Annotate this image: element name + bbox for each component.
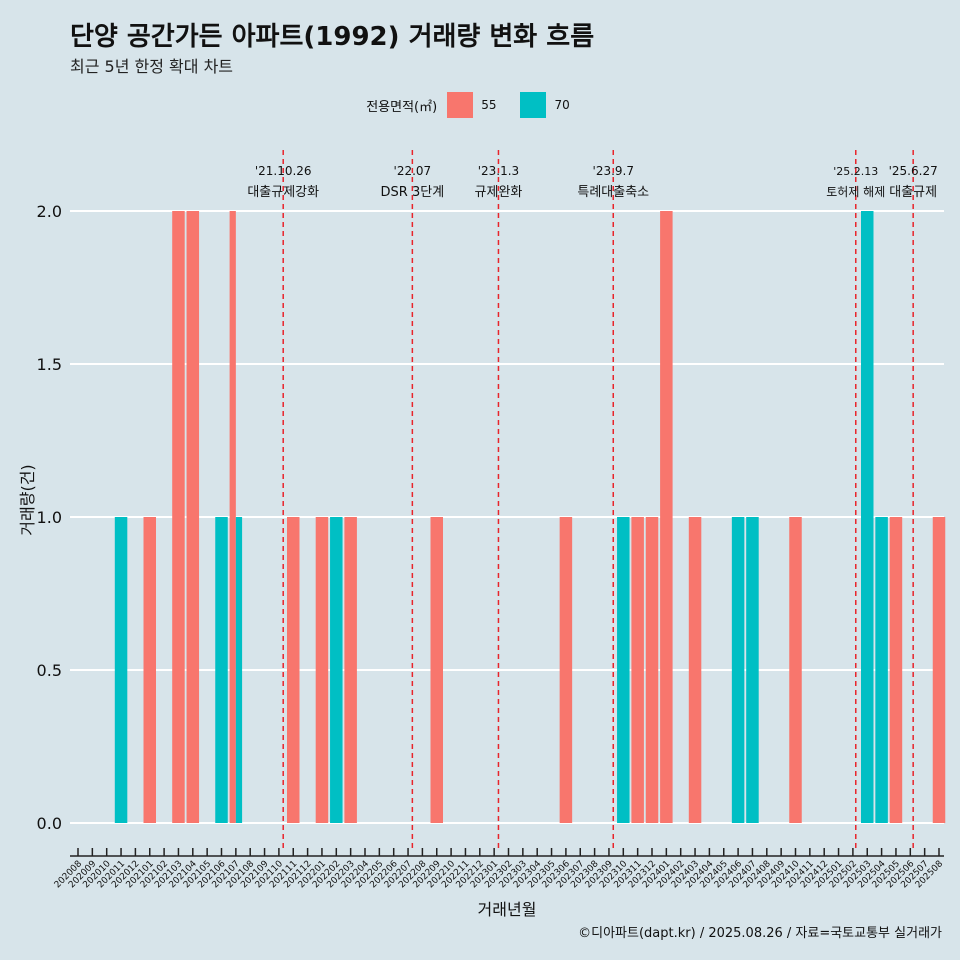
bar-202312-55 bbox=[645, 517, 659, 823]
bar-202106-70 bbox=[215, 517, 228, 823]
event-date: '25.6.27 bbox=[889, 164, 938, 178]
chart-title: 단양 공간가든 아파트(1992) 거래량 변화 흐름 bbox=[70, 22, 595, 52]
bar-202410-55 bbox=[789, 517, 802, 823]
y-tick-label: 1.0 bbox=[37, 508, 62, 527]
legend-title: 전용면적(㎡) bbox=[366, 99, 438, 115]
legend-key-70 bbox=[520, 92, 547, 118]
bar-202503-70 bbox=[861, 211, 874, 823]
bar-202203-55 bbox=[344, 517, 357, 823]
x-axis-title: 거래년월 bbox=[478, 900, 537, 919]
bar-202508-55 bbox=[932, 517, 946, 823]
event-date: '23.1.3 bbox=[478, 164, 519, 178]
event-label: 대출규제강화 bbox=[247, 185, 319, 200]
bar-202504-70 bbox=[875, 517, 888, 823]
y-axis-title: 거래량(건) bbox=[18, 464, 37, 535]
bar-202107-55 bbox=[229, 211, 236, 823]
legend-label-55: 55 bbox=[481, 98, 497, 112]
y-tick-label: 1.5 bbox=[37, 355, 62, 374]
bar-202407-70 bbox=[746, 517, 759, 823]
y-tick-label: 0.0 bbox=[37, 814, 62, 833]
event-date: '21.10.26 bbox=[255, 164, 312, 178]
bar-202103-55 bbox=[172, 211, 185, 823]
bar-202406-70 bbox=[731, 517, 745, 823]
legend-label-70: 70 bbox=[554, 98, 570, 112]
bar-202209-55 bbox=[430, 517, 443, 823]
event-date: '25.2.13 bbox=[833, 165, 878, 178]
event-label: 토허제 해제 bbox=[826, 185, 885, 199]
caption: ©디아파트(dapt.kr) / 2025.08.26 / 자료=국토교통부 실… bbox=[578, 926, 942, 941]
event-label: 규제완화 bbox=[475, 185, 523, 200]
bar-202310-70 bbox=[617, 517, 630, 823]
bar-202104-55 bbox=[186, 211, 200, 823]
bar-202011-70 bbox=[114, 517, 128, 823]
y-tick-label: 0.5 bbox=[37, 661, 62, 680]
bar-202202-70 bbox=[330, 517, 343, 823]
bar-202306-55 bbox=[559, 517, 573, 823]
event-label: DSR 3단계 bbox=[381, 185, 445, 200]
chart-subtitle: 최근 5년 한정 확대 차트 bbox=[70, 57, 234, 76]
bar-202201-55 bbox=[315, 517, 329, 823]
bar-202401-55 bbox=[660, 211, 673, 823]
bar-202111-55 bbox=[287, 517, 300, 823]
bar-202107-70 bbox=[235, 517, 243, 823]
bar-202403-55 bbox=[688, 517, 702, 823]
bar-202101-55 bbox=[143, 517, 156, 823]
event-date: '23.9.7 bbox=[593, 164, 634, 178]
event-label: 대출규제 bbox=[889, 185, 937, 200]
y-tick-label: 2.0 bbox=[37, 202, 62, 221]
bar-202505-55 bbox=[889, 517, 903, 823]
bar-202311-55 bbox=[631, 517, 644, 823]
event-date: '22.07 bbox=[394, 164, 432, 178]
legend: 전용면적(㎡) 55 70 bbox=[0, 92, 960, 118]
event-label: 특례대출축소 bbox=[577, 185, 649, 200]
legend-key-55 bbox=[447, 92, 474, 118]
